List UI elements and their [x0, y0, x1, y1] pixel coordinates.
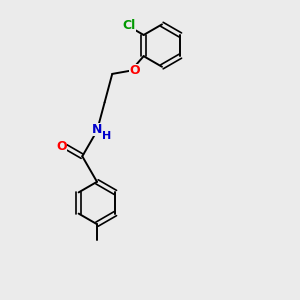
Text: H: H: [102, 131, 111, 141]
Text: O: O: [130, 64, 140, 77]
Text: N: N: [92, 123, 102, 136]
Text: Cl: Cl: [123, 19, 136, 32]
Text: O: O: [57, 140, 67, 153]
